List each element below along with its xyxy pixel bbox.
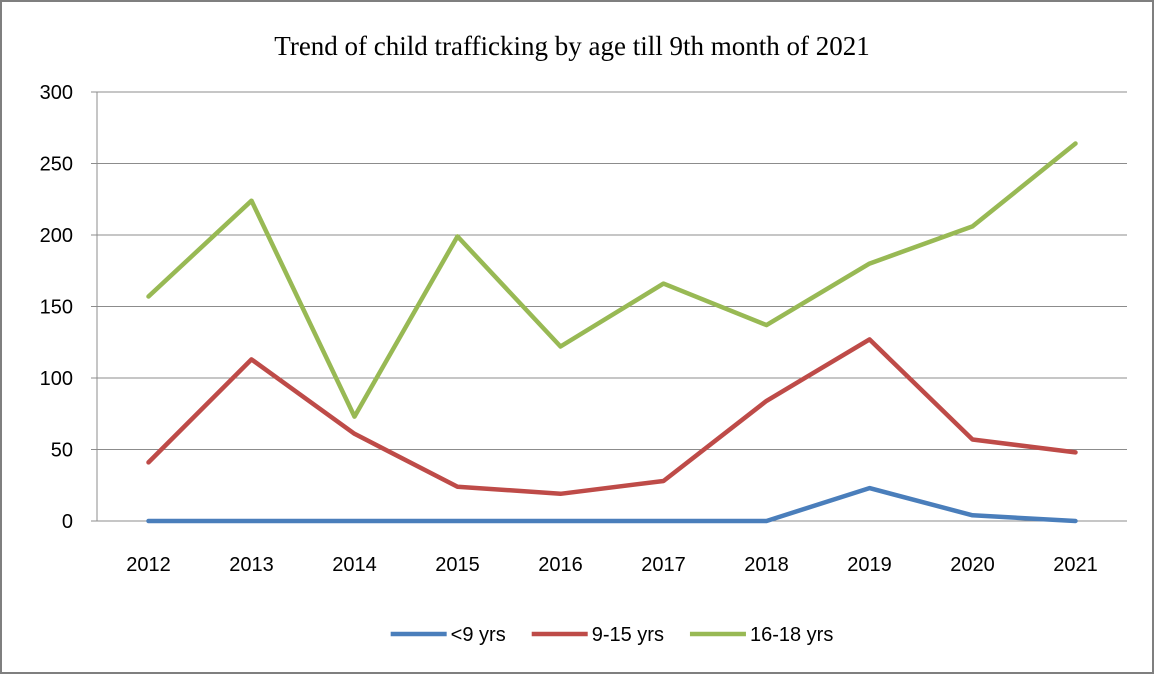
- x-tick-label: 2017: [641, 554, 686, 576]
- legend-label: <9 yrs: [451, 624, 506, 646]
- series-lines: [146, 141, 1078, 524]
- x-tick-label: 2019: [847, 554, 892, 576]
- legend-item: <9 yrs: [390, 624, 506, 646]
- series-line-2: [146, 141, 1078, 419]
- axes: 0 50 100 150 200 250 300 2012 2013 2014 2015 2016 20…: [40, 82, 1127, 576]
- legend-label: 16-18 yrs: [750, 624, 833, 646]
- legend-item: 16-18 yrs: [689, 624, 833, 646]
- y-tick-label: 250: [40, 154, 73, 176]
- x-tick-label: 2012: [126, 554, 171, 576]
- series-line-1: [146, 337, 1078, 497]
- x-tick-label: 2016: [538, 554, 583, 576]
- y-tick-label: 50: [51, 440, 73, 462]
- series-line-0: [146, 485, 1078, 524]
- x-tick-label: 2013: [229, 554, 274, 576]
- y-tick-label: 0: [62, 511, 73, 533]
- x-tick-label: 2018: [744, 554, 789, 576]
- y-tick-label: 150: [40, 297, 73, 319]
- gridlines: [97, 91, 1127, 450]
- x-tick-label: 2015: [435, 554, 480, 576]
- x-tick-label: 2021: [1053, 554, 1098, 576]
- legend: <9 yrs 9-15 yrs 16-18 yrs: [390, 624, 833, 646]
- y-tick-label: 300: [40, 82, 73, 104]
- x-tick-label: 2020: [950, 554, 995, 576]
- x-tick-label: 2014: [332, 554, 377, 576]
- chart-title: Trend of child trafficking by age till 9…: [274, 31, 869, 61]
- y-tick-label: 100: [40, 368, 73, 390]
- y-tick-label: 200: [40, 225, 73, 247]
- legend-item: 9-15 yrs: [531, 624, 664, 646]
- legend-label: 9-15 yrs: [592, 624, 664, 646]
